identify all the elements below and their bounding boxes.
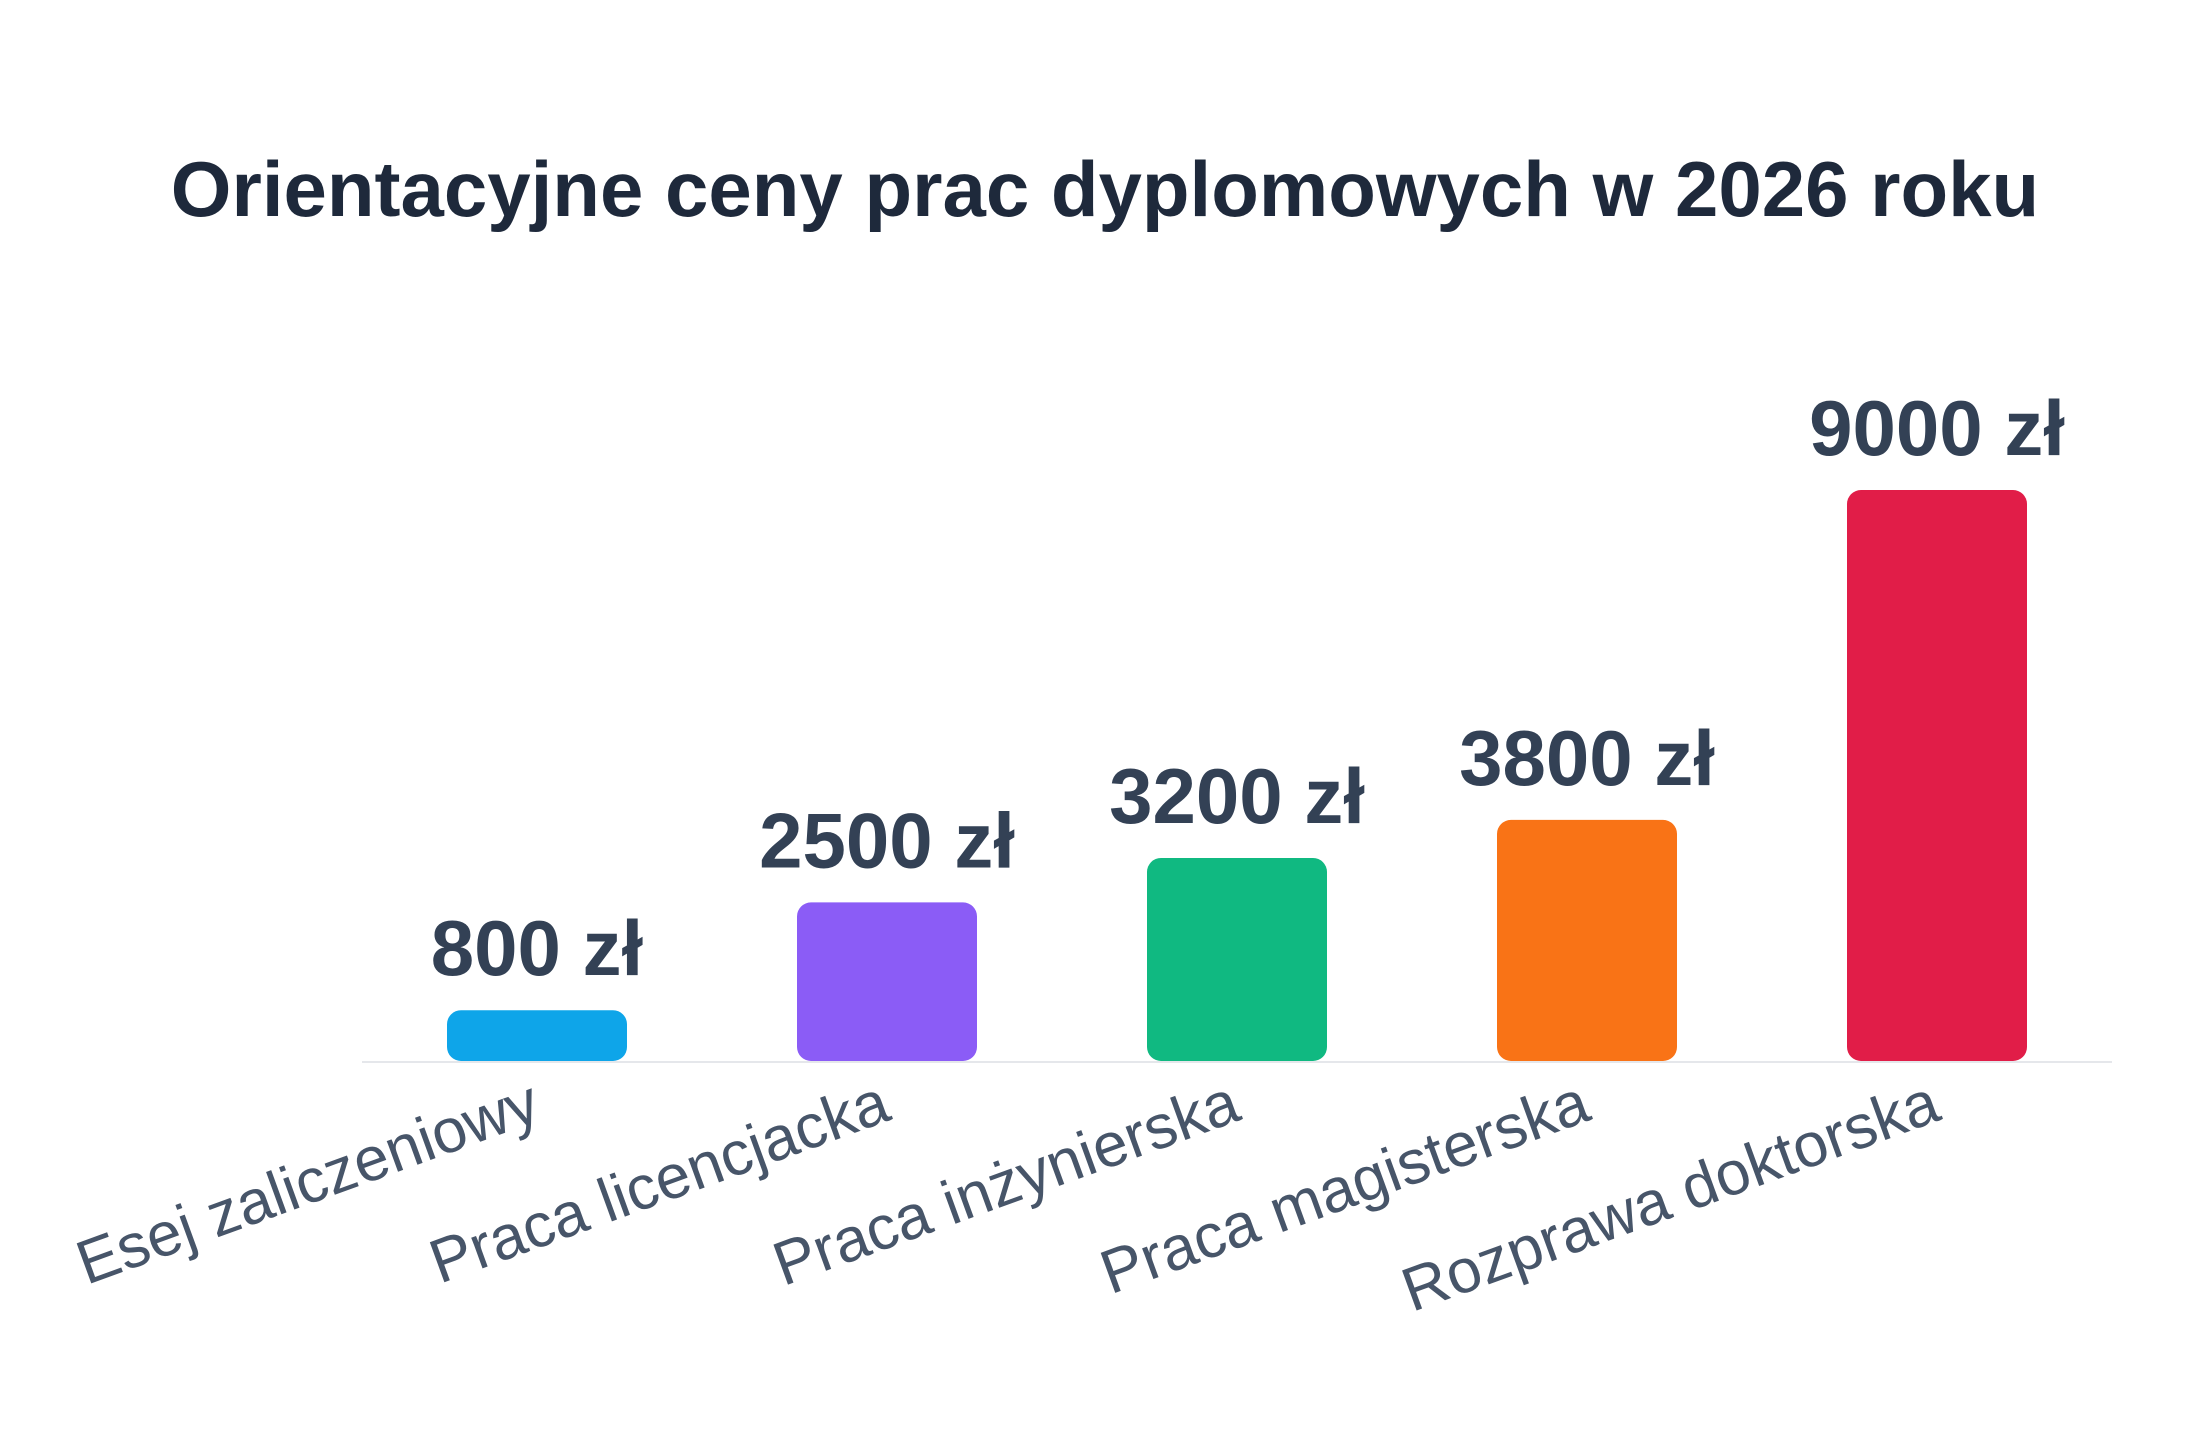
bar-praca-inzynierska — [1147, 857, 1327, 1061]
value-label-praca-inzynierska: 3200 zł — [1109, 752, 1365, 840]
value-label-rozprawa-doktorska: 9000 zł — [1809, 384, 2065, 472]
bars-group — [447, 490, 2027, 1061]
chart-title: Orientacyjne ceny prac dyplomowych w 202… — [170, 145, 2040, 233]
bar-praca-magisterska — [1497, 819, 1677, 1061]
value-labels-group: 800 zł 2500 zł 3200 zł 3800 zł 9000 zł — [431, 384, 2065, 992]
value-label-esej-zaliczeniowy: 800 zł — [431, 904, 644, 992]
value-label-praca-magisterska: 3800 zł — [1459, 714, 1715, 802]
value-label-praca-licencjacka: 2500 zł — [759, 796, 1015, 884]
bar-rozprawa-doktorska — [1847, 490, 2027, 1061]
bar-praca-licencjacka — [797, 902, 977, 1061]
bar-esej-zaliczeniowy — [447, 1010, 627, 1061]
